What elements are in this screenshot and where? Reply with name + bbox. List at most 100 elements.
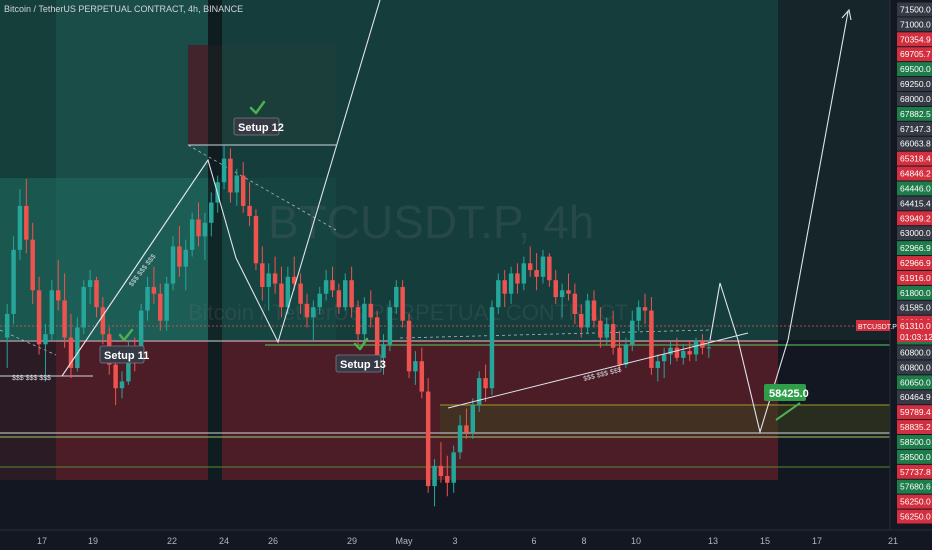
projection-paths[interactable] xyxy=(61,0,852,435)
price-level-tag[interactable] xyxy=(897,151,932,166)
price-level-label: 67147.3 xyxy=(900,124,931,134)
candle-body xyxy=(394,286,399,308)
target-badge[interactable] xyxy=(764,384,806,401)
price-level-tag[interactable] xyxy=(897,62,932,77)
price-level-label: 62966.9 xyxy=(900,243,931,253)
price-level-tag[interactable] xyxy=(897,494,932,509)
price-level-tag[interactable] xyxy=(897,479,932,494)
price-level-tag[interactable] xyxy=(897,509,932,524)
candle-body xyxy=(75,327,80,368)
candle-body xyxy=(604,324,609,338)
price-level-tag[interactable] xyxy=(897,345,932,360)
price-level-tag[interactable] xyxy=(897,360,932,375)
price-level-label: 58500.0 xyxy=(900,452,931,462)
countdown-box xyxy=(897,331,932,342)
price-axis[interactable]: 71500.0 71000.0 70354.9 69705.7 69500.0 69250… xyxy=(897,2,932,524)
setup13-text: Setup 13 xyxy=(340,359,386,371)
price-level-tag[interactable] xyxy=(897,211,932,226)
time-axis-label: 8 xyxy=(581,536,586,546)
candle-body xyxy=(362,303,367,335)
candle-body xyxy=(81,286,86,328)
candle-body xyxy=(649,310,654,368)
dashed-trend-top[interactable] xyxy=(187,144,337,231)
price-level-tag[interactable] xyxy=(897,375,932,390)
price-level-label: 56250.0 xyxy=(900,512,931,522)
candle-body xyxy=(55,290,61,301)
price-level-label: 69500.0 xyxy=(900,64,931,74)
trend-support-left[interactable] xyxy=(61,159,209,377)
candle-body xyxy=(4,313,10,338)
time-axis-label: 22 xyxy=(167,536,177,546)
dashed-trendlines[interactable] xyxy=(0,144,711,356)
setup11-label[interactable]: Setup 11 xyxy=(99,328,149,364)
candle-body xyxy=(559,290,565,298)
price-level-tag[interactable] xyxy=(897,32,932,47)
price-level-tag[interactable] xyxy=(897,2,932,17)
price-level-tag[interactable] xyxy=(897,181,932,196)
candle-body xyxy=(304,303,310,318)
price-level-tag[interactable] xyxy=(897,300,932,315)
price-level-tag[interactable] xyxy=(897,256,932,270)
setup13-box[interactable] xyxy=(335,354,382,373)
candle-body xyxy=(579,313,584,328)
dashed-trend-left[interactable] xyxy=(0,329,57,356)
price-level-label: 63949.2 xyxy=(900,213,931,223)
trend-support-diag[interactable] xyxy=(447,332,749,409)
candle-body xyxy=(260,263,265,287)
price-level-tag[interactable] xyxy=(897,464,932,479)
check-icon-setup11 xyxy=(118,328,134,342)
time-axis[interactable]: 17 19 22 24 26 29 May 3 6 8 10 13 15 17 21 xyxy=(37,536,898,546)
price-level-tag[interactable] xyxy=(897,270,932,285)
price-level-tag[interactable] xyxy=(897,405,932,420)
watermark-symbol: BTCUSDT.P, 4h xyxy=(268,196,594,248)
candle-body xyxy=(630,320,635,345)
price-level-label: 59789.4 xyxy=(900,407,931,417)
price-level-label: 58500.0 xyxy=(900,437,931,447)
price-level-tag[interactable] xyxy=(897,106,932,121)
time-axis-label: 3 xyxy=(452,536,457,546)
candle-body xyxy=(323,280,329,294)
price-level-tag[interactable] xyxy=(897,390,932,405)
price-level-tag[interactable] xyxy=(897,121,932,136)
candle-body xyxy=(145,286,150,311)
arrow-head-top xyxy=(841,8,852,21)
candle-body xyxy=(457,425,463,453)
price-level-label: 69250.0 xyxy=(900,79,931,89)
candle-body xyxy=(413,361,418,372)
price-level-tag[interactable] xyxy=(897,77,932,91)
candle-body xyxy=(515,273,520,284)
target-label[interactable]: 58425.0 xyxy=(764,384,809,401)
price-level-tag[interactable] xyxy=(897,47,932,62)
price-level-tag[interactable] xyxy=(897,196,932,211)
dashed-trend-mid[interactable] xyxy=(399,329,711,339)
price-level-tag[interactable] xyxy=(897,226,932,241)
candle-body xyxy=(470,405,476,433)
candle-body xyxy=(183,249,189,267)
setup11-box[interactable] xyxy=(99,345,145,364)
price-level-tag[interactable] xyxy=(897,449,932,464)
price-level-tag[interactable] xyxy=(897,420,932,435)
price-level-tag[interactable] xyxy=(897,241,932,256)
price-level-tag[interactable] xyxy=(897,17,932,32)
price-level-tag[interactable] xyxy=(897,166,932,181)
setup12-label[interactable]: Setup 12 xyxy=(233,100,284,136)
price-level-label: 63000.0 xyxy=(900,228,931,238)
setup12-box[interactable] xyxy=(233,117,280,136)
dark-gap xyxy=(208,0,222,480)
candle-body xyxy=(451,452,456,483)
path-current[interactable] xyxy=(709,11,849,435)
candle-body xyxy=(158,293,163,321)
price-level-tag[interactable] xyxy=(897,136,932,151)
candle-body xyxy=(464,425,469,433)
candle-body xyxy=(617,347,622,365)
candle-body xyxy=(591,300,597,321)
price-level-tag[interactable] xyxy=(897,285,932,300)
time-axis-label: 29 xyxy=(347,536,357,546)
setup13-label[interactable]: Setup 13 xyxy=(335,337,386,373)
price-level-tag[interactable] xyxy=(897,435,932,449)
candle-body xyxy=(272,273,278,284)
candle-body xyxy=(374,317,380,358)
price-level-tag[interactable] xyxy=(897,91,932,106)
candle-body xyxy=(566,290,571,294)
